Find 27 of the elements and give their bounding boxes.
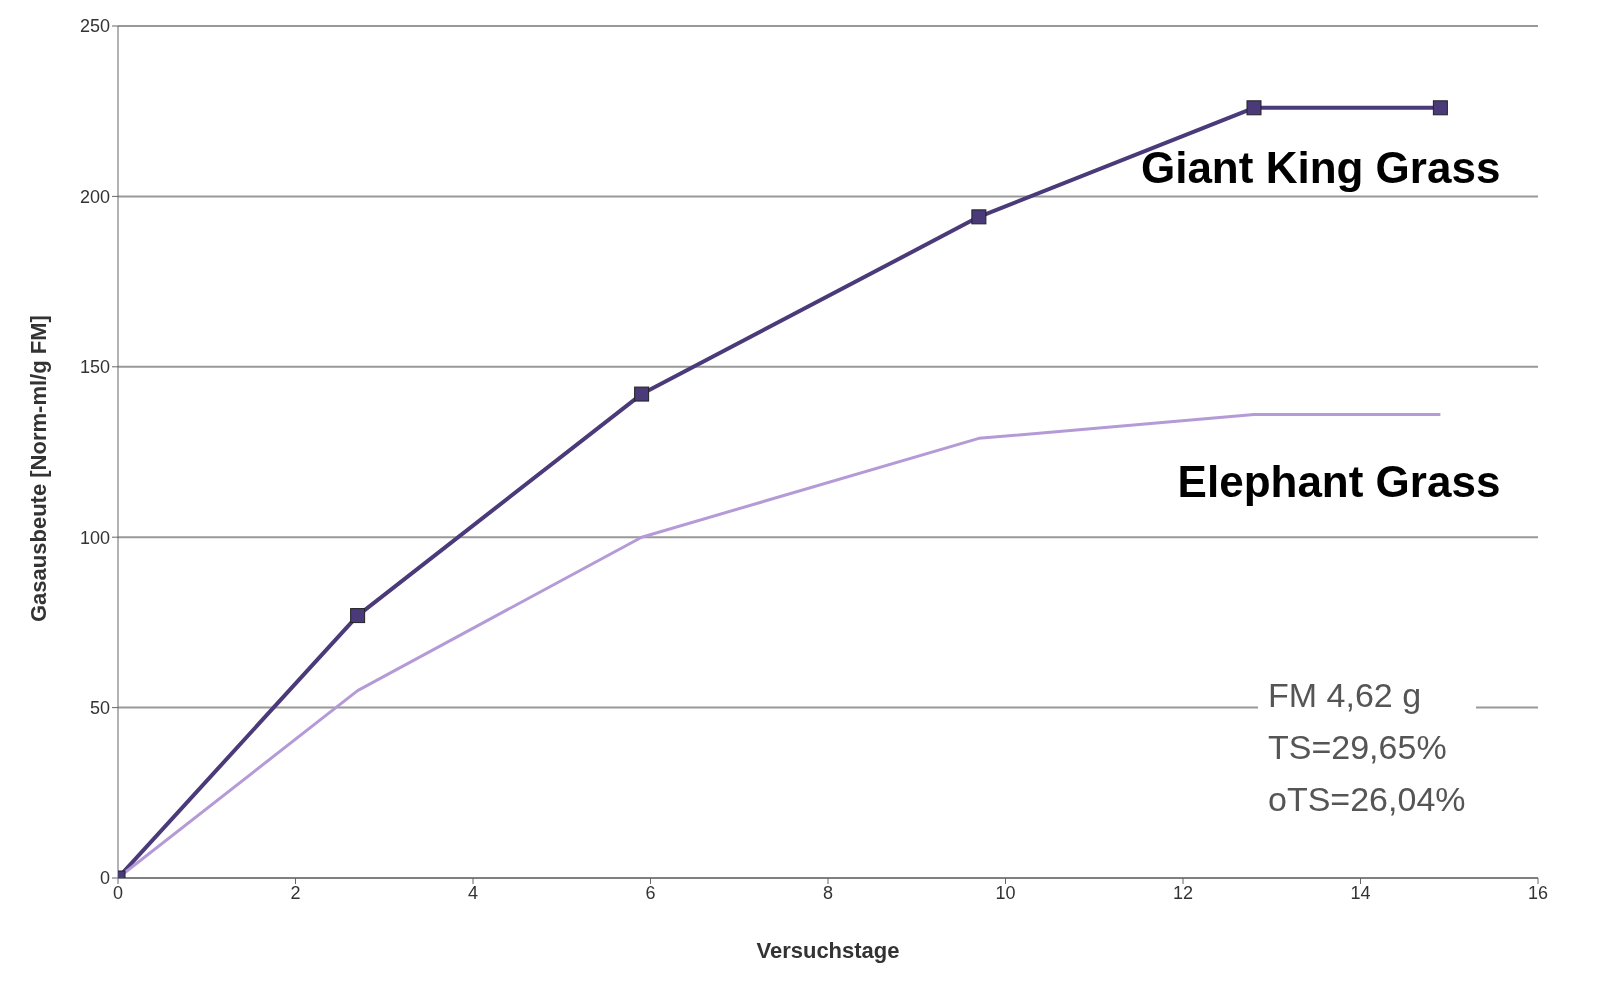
y-tick-label: 150 xyxy=(79,357,110,378)
y-tick-label: 100 xyxy=(79,527,110,548)
y-tick-label: 50 xyxy=(89,697,110,718)
series-label: Elephant Grass xyxy=(1177,456,1501,506)
x-axis-title: Versuchstage xyxy=(756,938,900,963)
point xyxy=(1432,100,1448,116)
x-tick-label: 0 xyxy=(112,882,124,903)
point xyxy=(350,608,366,624)
annotation: oTS=26,04% xyxy=(1268,779,1466,820)
x-tick-label: 2 xyxy=(290,882,301,903)
x-tick-label: 14 xyxy=(1350,882,1371,903)
x-tick-label: 6 xyxy=(645,882,656,903)
y-tick-label: 0 xyxy=(99,868,110,889)
x-tick-label: 16 xyxy=(1527,882,1549,903)
point xyxy=(971,209,987,225)
annotation: TS=29,65% xyxy=(1268,727,1448,768)
point xyxy=(634,386,650,402)
x-tick-label: 4 xyxy=(467,882,479,903)
series-label: Giant King Grass xyxy=(1140,142,1501,192)
y-tick-label: 200 xyxy=(79,186,110,207)
annotation: FM 4,62 g xyxy=(1268,675,1423,716)
x-tick-label: 10 xyxy=(995,882,1016,903)
x-tick-label: 12 xyxy=(1172,882,1194,903)
point xyxy=(1246,100,1262,116)
y-tick-label: 250 xyxy=(79,16,110,37)
y-axis-title: Gasausbeute [Norm-ml/g FM] xyxy=(25,315,51,622)
x-tick-label: 8 xyxy=(822,882,834,903)
